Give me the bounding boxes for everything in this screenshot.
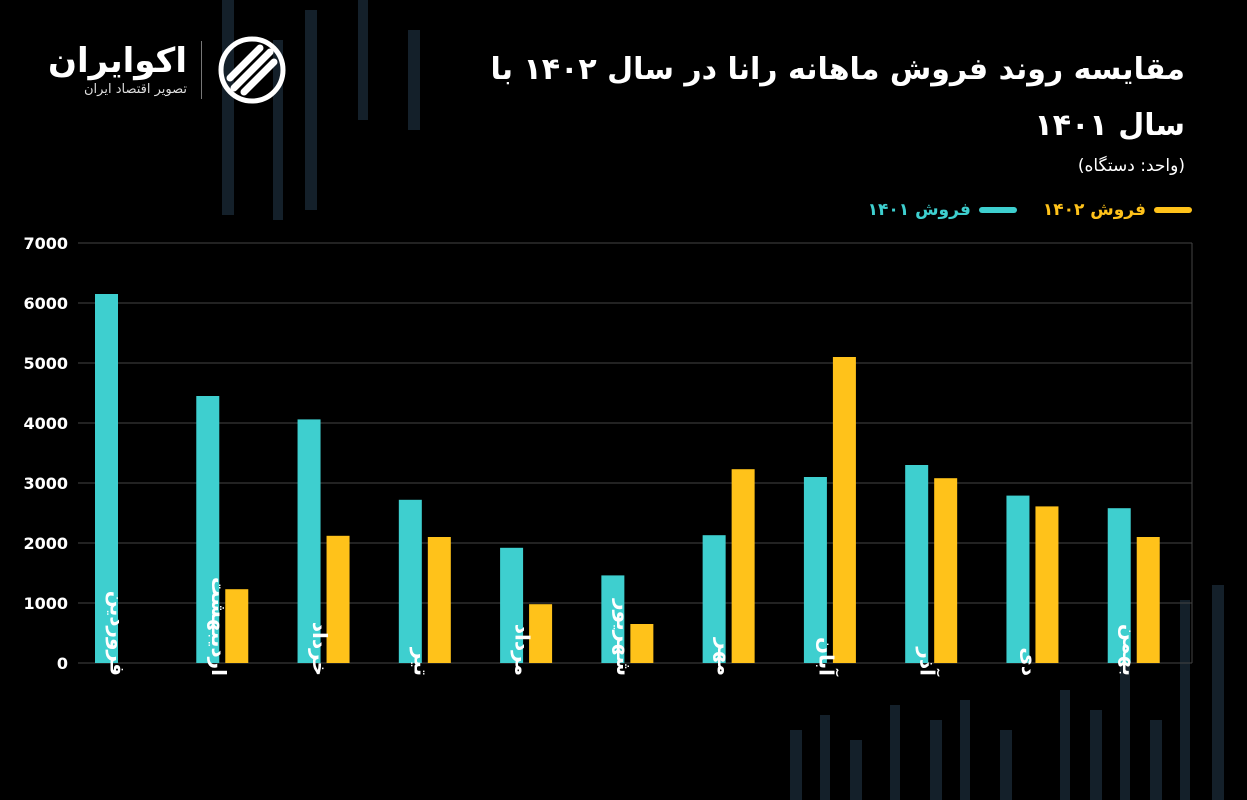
bar-1401 (500, 547, 524, 663)
bar-1401 (95, 294, 118, 663)
background-bar (960, 700, 970, 800)
chart-legend: فروش ۱۴۰۲ فروش ۱۴۰۱ (868, 200, 1192, 220)
chart-title: مقایسه روند فروش ماهانه رانا در سال ۱۴۰۲… (490, 52, 1185, 143)
x-category-label: شهریور (612, 598, 636, 676)
y-tick-label: 4000 (23, 414, 68, 433)
bar-1402 (731, 469, 755, 663)
bar-1402 (934, 478, 958, 663)
background-bar (1180, 600, 1190, 800)
background-bar (305, 10, 317, 210)
y-tick-label: 5000 (23, 354, 68, 373)
legend-item-1401: فروش ۱۴۰۱ (868, 200, 1017, 220)
background-bar (930, 720, 942, 800)
background-bar (358, 0, 368, 120)
bar-1401 (398, 499, 422, 663)
background-bar (890, 705, 900, 800)
logo-separator (201, 41, 202, 99)
background-bar (408, 30, 420, 130)
legend-label-1402: فروش ۱۴۰۲ (1042, 200, 1146, 220)
legend-label-1401: فروش ۱۴۰۱ (867, 200, 971, 220)
x-category-label: خرداد (308, 622, 332, 676)
background-bar (1000, 730, 1012, 800)
y-tick-label: 1000 (23, 594, 68, 613)
x-category-label: تیر (409, 647, 433, 676)
brand-name: اکوایران (48, 41, 187, 81)
bar-1402 (1035, 506, 1059, 663)
legend-swatch-1402 (1154, 207, 1192, 213)
unit-label: (واحد: دستگاه) (1077, 156, 1185, 176)
bar-1402 (326, 535, 350, 663)
background-bar (1212, 585, 1224, 800)
x-category-label: بهمن (1118, 624, 1142, 676)
brand-logo: اکوایران تصویر اقتصاد ایران (48, 34, 288, 106)
bar-1402 (630, 624, 654, 663)
x-category-label: مرداد (511, 624, 535, 676)
background-bar (273, 40, 283, 220)
x-category-label: اردیبهشت (207, 577, 231, 676)
y-tick-label: 2000 (23, 534, 68, 553)
background-bar (1120, 650, 1130, 800)
legend-swatch-1401 (978, 207, 1017, 213)
bar-1401 (601, 575, 625, 663)
background-bar (850, 740, 862, 800)
y-tick-label: 0 (57, 654, 68, 673)
x-category-label: آبان (814, 637, 839, 677)
bar-1401 (905, 465, 929, 663)
x-category-label: آذر (916, 646, 941, 677)
bar-1401 (803, 477, 827, 663)
ecoiran-logo-icon (218, 36, 286, 104)
background-bar (1150, 720, 1162, 800)
brand-subtitle: تصویر اقتصاد ایران (84, 82, 187, 97)
y-tick-label: 3000 (23, 474, 68, 493)
bar-1401 (196, 396, 220, 663)
y-tick-label: 7000 (23, 234, 68, 253)
x-category-label: مهر (713, 637, 737, 676)
bar-1402 (529, 604, 553, 663)
background-bar (1060, 690, 1070, 800)
bar-1401 (702, 535, 726, 663)
background-bar (820, 715, 830, 800)
bar-1401 (1006, 495, 1030, 663)
background-bar (1090, 710, 1102, 800)
bar-1402 (427, 537, 451, 663)
bar-1402 (225, 589, 249, 663)
bar-1402 (1136, 537, 1160, 663)
bar-1401 (297, 419, 321, 663)
x-category-label: دی (1017, 647, 1041, 676)
background-bar (790, 730, 802, 800)
bar-1402 (832, 357, 856, 663)
x-category-label: فروردین (106, 591, 130, 676)
bar-1401 (1107, 508, 1131, 663)
y-tick-label: 6000 (23, 294, 68, 313)
legend-item-1402: فروش ۱۴۰۲ (1043, 200, 1192, 220)
